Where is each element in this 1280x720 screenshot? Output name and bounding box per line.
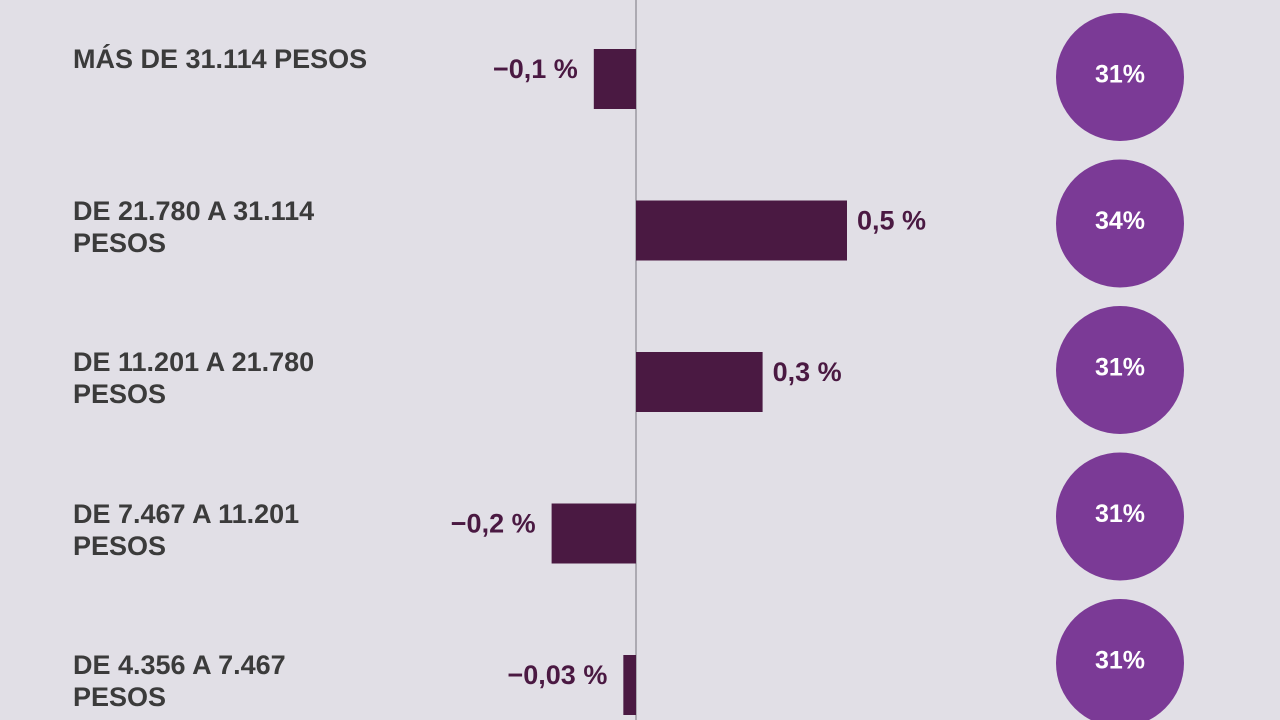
share-label: 31% xyxy=(1095,61,1145,89)
category-label: DE 4.356 A 7.467 PESOS xyxy=(73,650,286,712)
share-circle xyxy=(1056,159,1184,288)
share-circle xyxy=(1056,452,1184,581)
share-circle xyxy=(1056,13,1184,141)
category-label: DE 7.467 A 11.201 PESOS xyxy=(73,498,300,561)
value-label: −0,1 % xyxy=(493,54,578,84)
share-label: 31% xyxy=(1095,647,1145,675)
category-label: MÁS DE 31.114 PESOS xyxy=(73,44,368,74)
share-label: 31% xyxy=(1095,500,1145,528)
bar xyxy=(636,200,847,261)
share-circle xyxy=(1056,306,1184,434)
bar xyxy=(593,49,636,109)
bar xyxy=(636,352,763,412)
share-label: 31% xyxy=(1095,354,1145,382)
bar xyxy=(623,655,636,715)
category-label: DE 21.780 A 31.114 PESOS xyxy=(73,195,315,258)
value-label: 0,3 % xyxy=(773,357,842,387)
share-circle xyxy=(1056,599,1184,720)
share-label: 34% xyxy=(1095,207,1145,235)
value-label: −0,03 % xyxy=(508,660,608,690)
value-label: 0,5 % xyxy=(857,206,926,236)
bar xyxy=(551,503,636,564)
value-label: −0,2 % xyxy=(451,509,536,539)
category-label: DE 11.201 A 21.780 PESOS xyxy=(73,347,315,409)
